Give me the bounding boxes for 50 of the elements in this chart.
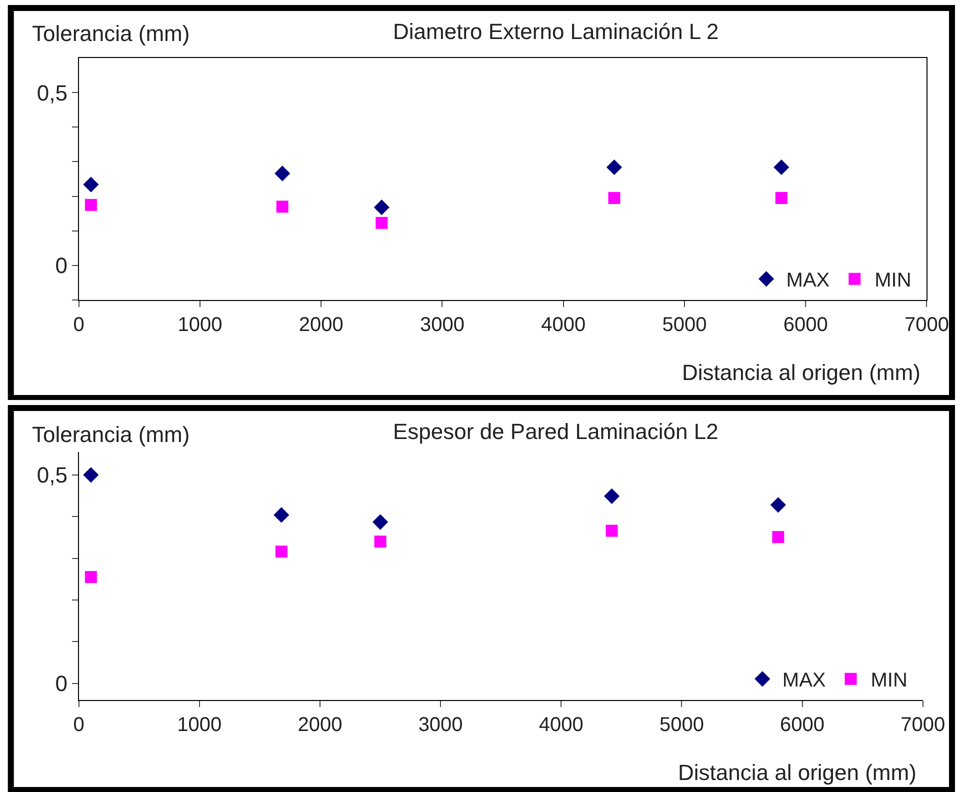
x-axis-title: Distancia al origen (mm) <box>682 360 920 385</box>
legend-label: MIN <box>874 270 912 292</box>
x-tick-label: 4000 <box>541 314 586 336</box>
x-tick-label: 6000 <box>783 314 828 336</box>
chart-title: Espesor de Pared Laminación L2 <box>393 419 718 444</box>
x-tick-label: 5000 <box>659 714 704 736</box>
legend-label: MAX <box>782 670 826 692</box>
point <box>376 216 388 229</box>
point <box>374 536 386 548</box>
point <box>774 159 790 176</box>
y-axis-title: Tolerancia (mm) <box>32 422 190 447</box>
x-tick-label: 5000 <box>662 314 707 336</box>
point <box>608 192 620 204</box>
point <box>84 198 97 211</box>
x-tick-label: 6000 <box>780 714 825 736</box>
legend-label: MAX <box>786 270 830 292</box>
point <box>276 200 288 213</box>
x-tick-label: 3000 <box>420 314 464 336</box>
point <box>83 176 99 192</box>
x-tick-label: 1000 <box>177 714 222 736</box>
x-tick-label: 3000 <box>418 714 463 736</box>
y-tick-label: 0,5 <box>36 80 68 106</box>
point <box>374 200 390 216</box>
point <box>775 192 788 204</box>
y-tick-label: 0 <box>55 671 68 696</box>
point <box>604 488 620 504</box>
point <box>274 166 290 182</box>
x-tick-label: 2000 <box>298 314 344 336</box>
x-tick-label: 7000 <box>904 314 949 336</box>
y-tick-label: 0 <box>55 253 68 278</box>
point <box>606 159 622 176</box>
x-tick-label: 1000 <box>178 314 222 336</box>
point <box>772 531 784 544</box>
point <box>275 546 288 558</box>
point <box>84 571 97 584</box>
point <box>372 514 388 530</box>
x-tick-label: 7000 <box>900 714 946 736</box>
x-tick-label: 0 <box>73 714 84 736</box>
x-tick-label: 0 <box>73 314 84 336</box>
legend-label: MIN <box>870 670 908 692</box>
chart-title: Diametro Externo Laminación L 2 <box>393 19 719 44</box>
x-tick-label: 4000 <box>538 714 584 736</box>
x-axis-title: Distancia al origen (mm) <box>678 760 916 785</box>
point <box>83 467 99 483</box>
y-tick-label: 0,5 <box>36 462 68 488</box>
y-axis-title: Tolerancia (mm) <box>32 21 190 46</box>
x-tick-label: 2000 <box>298 714 342 736</box>
point <box>770 497 786 513</box>
point <box>606 524 618 537</box>
point <box>274 507 290 523</box>
